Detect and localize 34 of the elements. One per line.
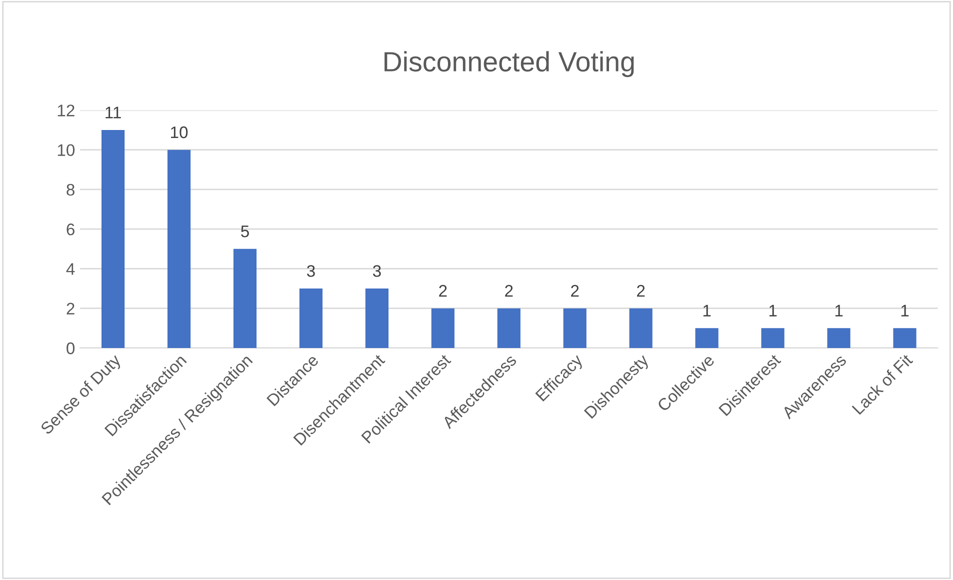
data-label: 1	[703, 304, 711, 316]
y-tick-label: 4	[66, 263, 75, 275]
data-label: 1	[901, 304, 909, 316]
data-label: 3	[306, 265, 315, 277]
bar	[695, 328, 718, 348]
chart-title: Disconnected Voting	[384, 51, 634, 78]
data-label: 3	[372, 265, 381, 277]
bar	[233, 248, 257, 348]
bar	[299, 288, 323, 348]
bar	[761, 328, 784, 348]
bar	[497, 308, 520, 348]
y-tick-label: 6	[66, 224, 74, 236]
data-label: 2	[505, 284, 513, 297]
bar	[563, 308, 586, 348]
y-tick-label: 12	[58, 104, 74, 116]
y-tick-label: 10	[58, 144, 75, 156]
bar	[167, 150, 191, 348]
data-label: 10	[171, 126, 188, 138]
y-tick-label: 0	[66, 342, 75, 354]
bar	[893, 328, 916, 348]
data-label: 2	[439, 284, 447, 297]
bar	[431, 308, 454, 348]
data-label: 5	[241, 226, 249, 238]
data-label: 1	[769, 304, 777, 316]
data-label: 1	[835, 304, 843, 316]
bar	[101, 130, 125, 348]
bar	[365, 288, 388, 348]
data-label: 2	[571, 284, 579, 297]
y-tick-label: 8	[66, 184, 74, 196]
bar	[629, 308, 652, 348]
bar	[827, 328, 850, 348]
y-tick-label: 2	[66, 302, 74, 314]
data-label: 2	[637, 284, 645, 297]
data-label: 11	[106, 106, 121, 118]
